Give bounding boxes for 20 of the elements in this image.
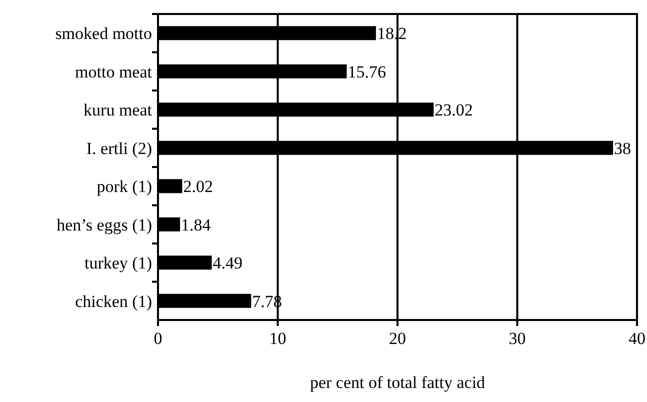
data-label: 2.02 bbox=[183, 177, 213, 196]
x-tick-label: 40 bbox=[628, 329, 646, 348]
x-tick-label: 30 bbox=[508, 329, 526, 348]
data-label: 38 bbox=[614, 138, 632, 158]
data-label: 23.02 bbox=[434, 100, 473, 120]
y-tick-label: hen’s eggs (1) bbox=[56, 215, 152, 234]
y-tick-label: motto meat bbox=[75, 62, 152, 82]
data-label: 1.84 bbox=[181, 215, 212, 234]
y-tick-label: chicken (1) bbox=[75, 292, 152, 311]
y-tick-label: I. ertli (2) bbox=[86, 138, 152, 158]
x-tick-label: 10 bbox=[269, 329, 286, 348]
y-tick-label: turkey (1) bbox=[84, 254, 152, 273]
y-tick-label: kuru meat bbox=[84, 100, 152, 120]
x-tick-label: 0 bbox=[154, 329, 162, 348]
x-tick-label: 20 bbox=[389, 329, 406, 348]
x-axis-title: per cent of total fatty acid bbox=[310, 373, 486, 392]
y-tick-label: smoked motto bbox=[55, 24, 152, 44]
y-tick-label: pork (1) bbox=[96, 177, 152, 196]
data-label: 4.49 bbox=[212, 254, 243, 273]
data-label: 15.76 bbox=[348, 62, 386, 82]
